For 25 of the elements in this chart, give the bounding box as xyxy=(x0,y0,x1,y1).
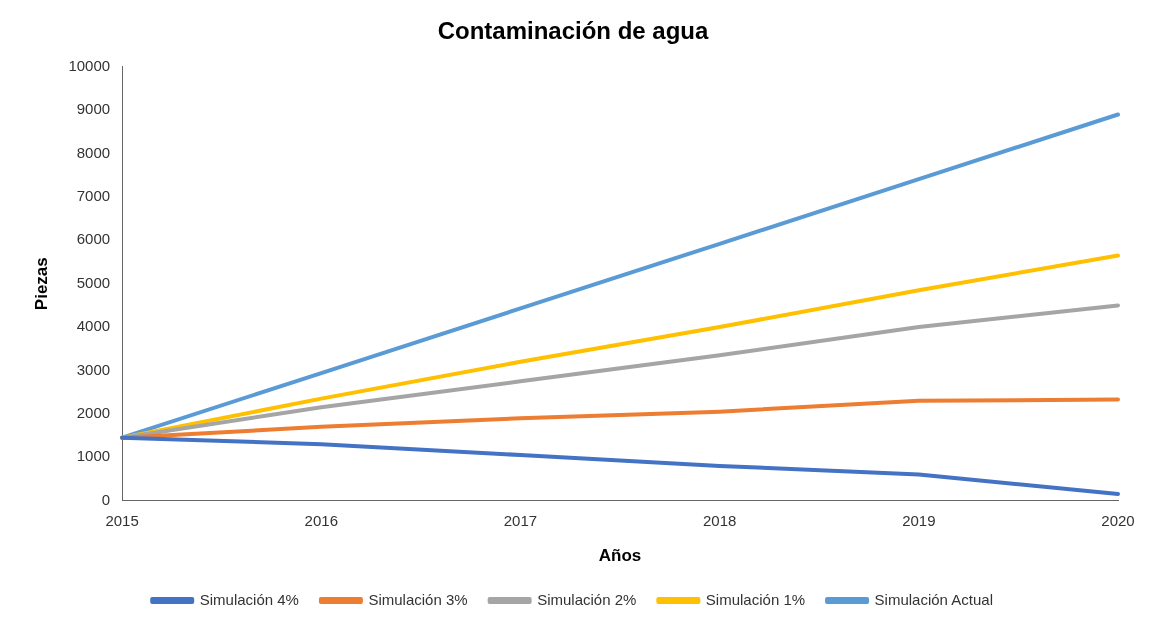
y-tick-label: 9000 xyxy=(76,100,111,118)
y-axis-title: Piezas xyxy=(31,257,51,311)
x-tick-label: 2015 xyxy=(105,511,139,529)
y-tick-label: 5000 xyxy=(76,273,111,291)
legend-label: Simulación Actual xyxy=(874,590,993,608)
y-tick-label: 0 xyxy=(101,490,111,508)
legend-label: Simulación 3% xyxy=(368,590,468,608)
x-tick-label: 2018 xyxy=(702,511,737,529)
x-tick-label: 2016 xyxy=(304,511,338,529)
x-tick-label: 2020 xyxy=(1101,511,1135,529)
legend-label: Simulación 1% xyxy=(705,590,806,608)
x-tick-label: 2019 xyxy=(902,511,936,529)
y-tick-label: 1000 xyxy=(76,447,111,465)
y-tick-label: 4000 xyxy=(76,317,111,335)
y-tick-label: 2000 xyxy=(76,403,111,421)
x-axis-title: Años xyxy=(598,546,642,566)
y-tick-label: 7000 xyxy=(76,187,111,205)
y-tick-label: 8000 xyxy=(76,143,111,161)
y-tick-label: 3000 xyxy=(76,360,111,378)
chart-title: Contaminación de agua xyxy=(437,17,709,45)
x-tick-label: 2017 xyxy=(503,511,538,529)
y-tick-label: 10000 xyxy=(68,56,111,74)
legend-label: Simulación 2% xyxy=(537,590,637,608)
legend-label: Simulación 4% xyxy=(199,590,299,608)
y-tick-label: 6000 xyxy=(76,230,111,248)
